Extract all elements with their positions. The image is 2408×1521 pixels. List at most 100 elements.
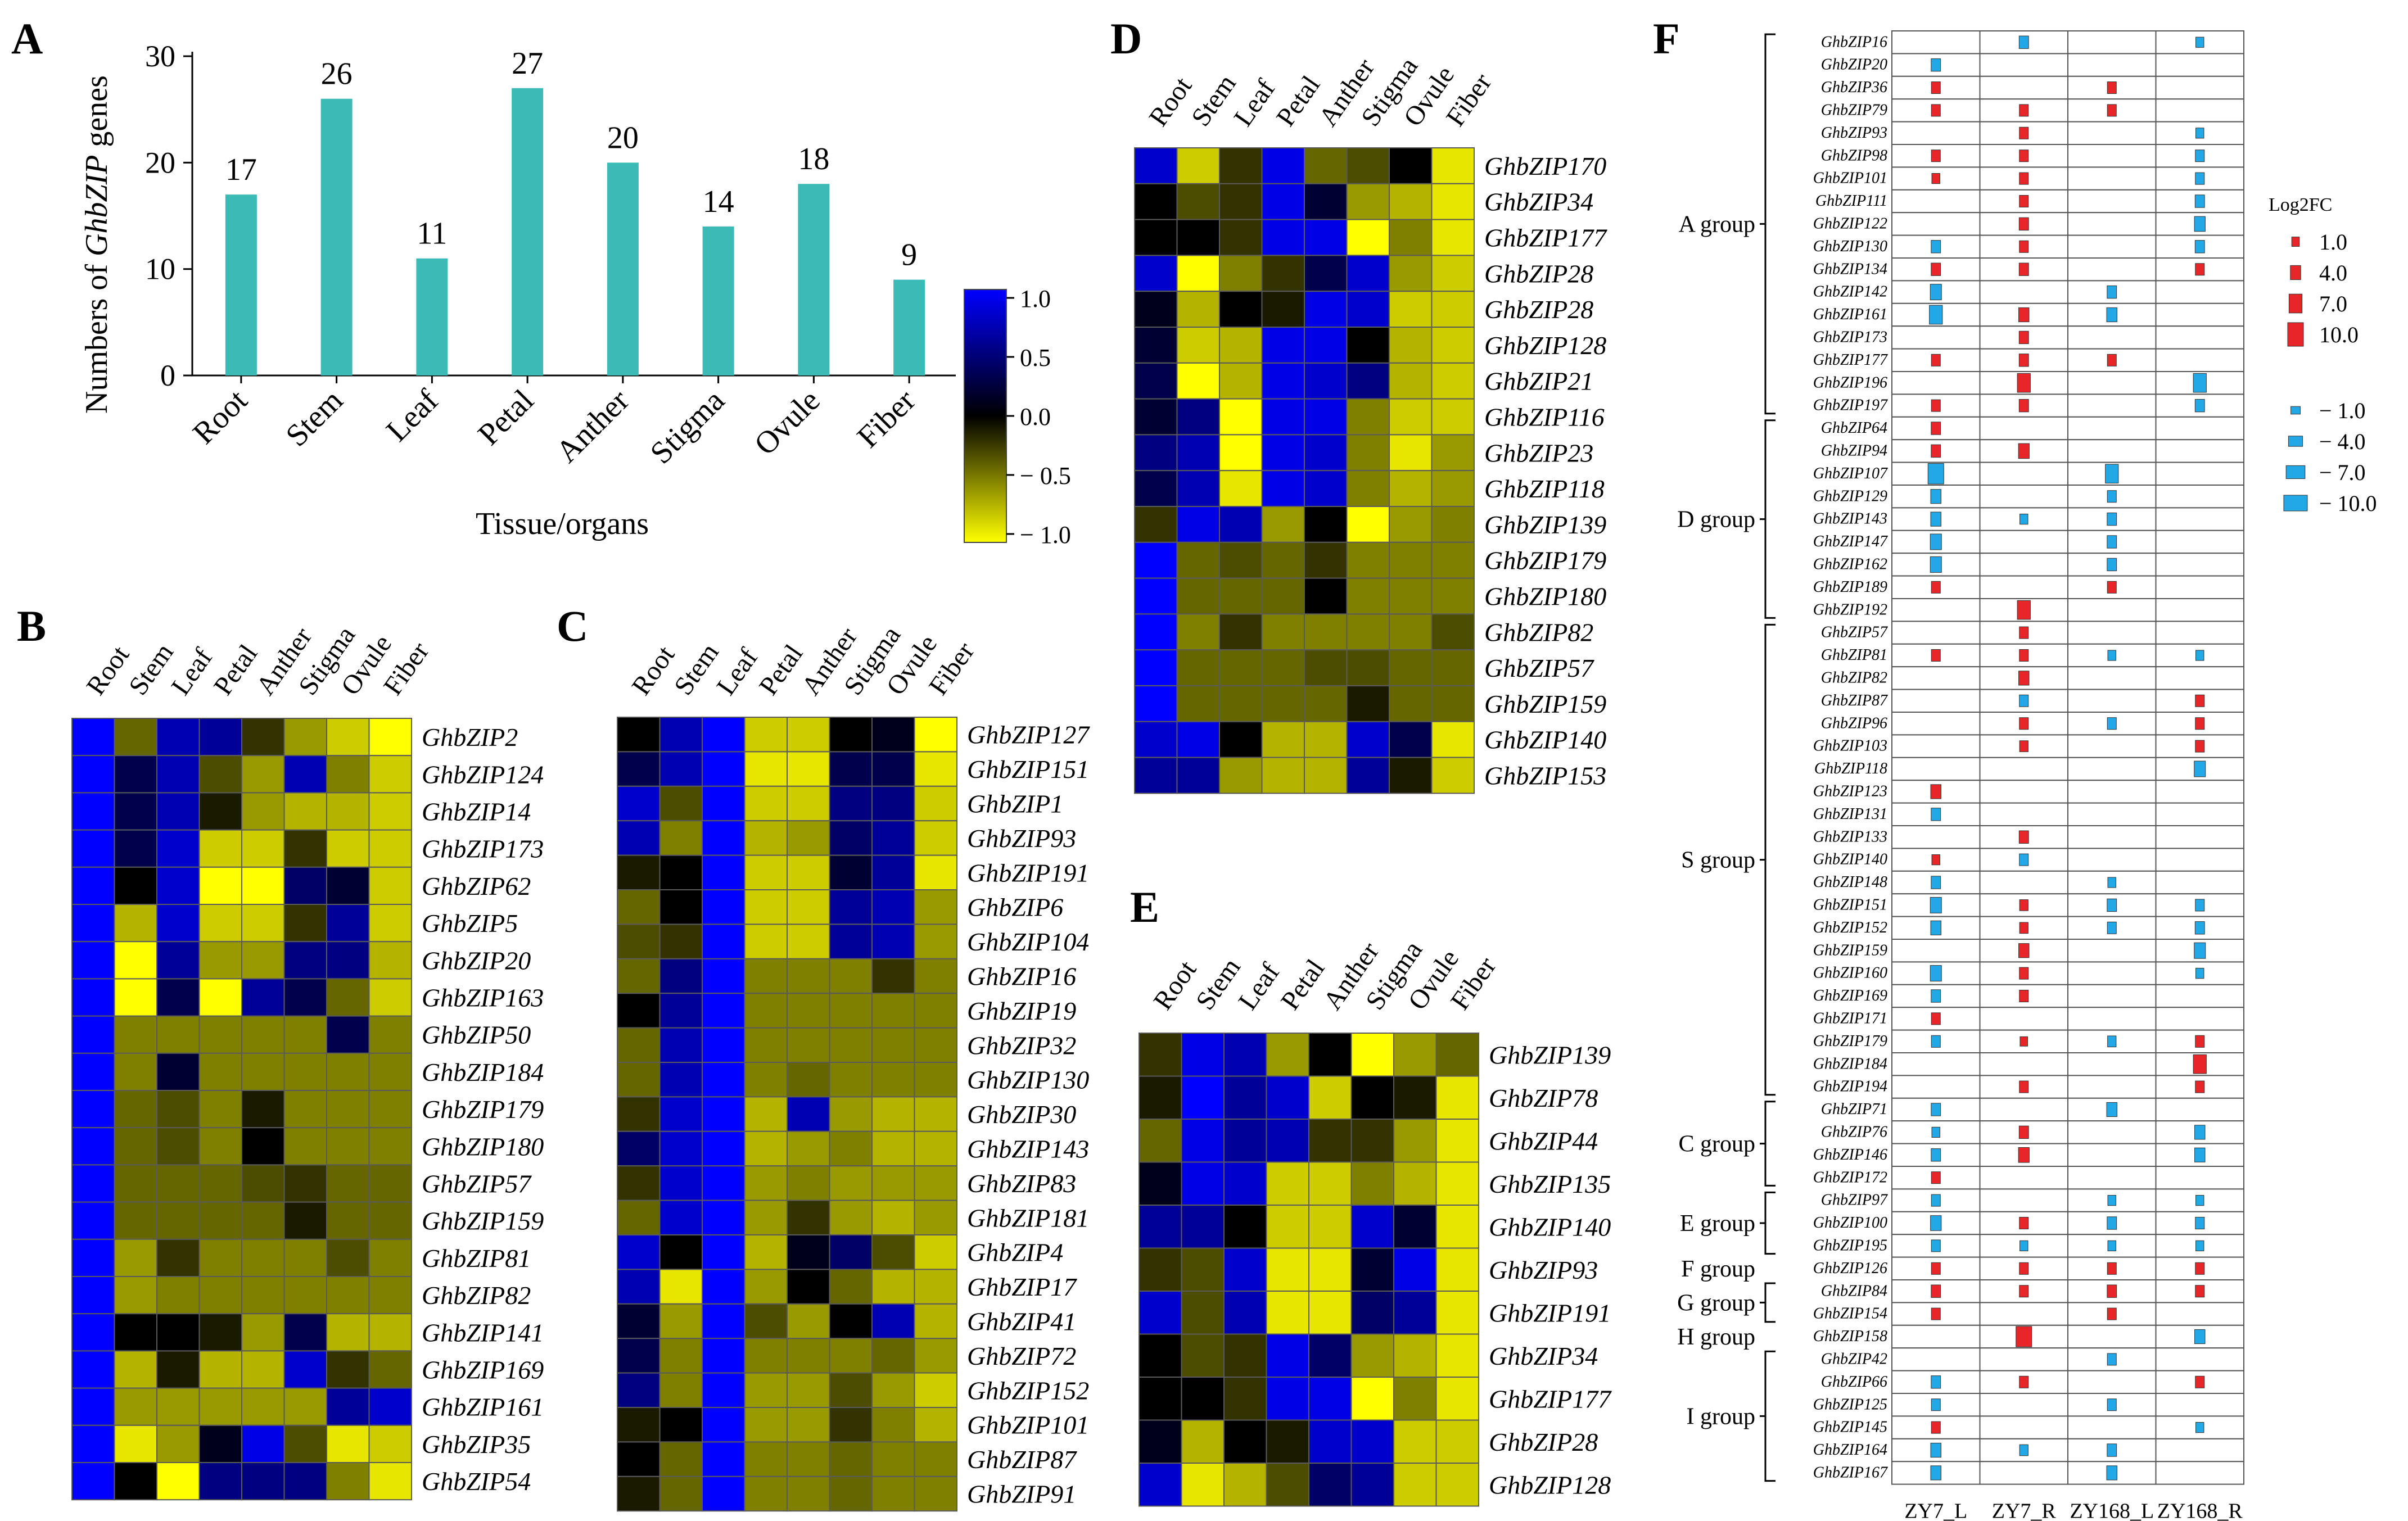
down-regulated-marker [1930, 920, 1941, 935]
deg-row-label: GhbZIP151 [1813, 896, 1887, 913]
group-bracket [1760, 1282, 1775, 1323]
deg-row-label: GhbZIP147 [1813, 533, 1888, 550]
down-regulated-marker [1931, 1194, 1941, 1207]
up-regulated-marker [2019, 990, 2029, 1002]
heatmap-c-cell [871, 924, 915, 959]
legend-up-marker [2288, 293, 2303, 314]
heatmap-d-cell [1176, 327, 1220, 364]
deg-grid-cell [2155, 98, 2244, 123]
heatmap-c-cell [702, 993, 746, 1029]
deg-grid-cell [1891, 1256, 1981, 1281]
heatmap-d-cell [1304, 147, 1348, 184]
heatmap-e-cell [1181, 1205, 1225, 1249]
down-regulated-marker [2106, 307, 2117, 323]
heatmap-b-cell [241, 1164, 285, 1203]
deg-row-label: GhbZIP103 [1813, 737, 1887, 755]
down-regulated-marker [2195, 899, 2205, 912]
heatmap-d-cell [1261, 541, 1305, 579]
heatmap-c-cell [702, 1407, 746, 1443]
heatmap-b-cell [156, 1313, 200, 1352]
deg-row-label: GhbZIP161 [1813, 306, 1887, 323]
heatmap-d-row-label: GhbZIP170 [1484, 152, 1606, 180]
bar-x-tick-label: Stem [279, 383, 350, 453]
heatmap-e-cell [1223, 1463, 1267, 1507]
group-label: H group [1677, 1324, 1755, 1350]
heatmap-c-cell [829, 1199, 873, 1236]
down-regulated-marker [2020, 1240, 2028, 1252]
down-regulated-marker [2107, 1216, 2117, 1230]
heatmap-b-cell [156, 755, 200, 794]
heatmap-d-row-label: GhbZIP23 [1484, 438, 1593, 467]
heatmap-d-cell [1134, 721, 1178, 758]
heatmap-b-cell [368, 1164, 412, 1203]
heatmap-c-cell [659, 1441, 703, 1477]
heatmap-c-cell [659, 924, 703, 959]
heatmap-e-cell [1435, 1119, 1479, 1163]
heatmap-b-cell [198, 1164, 242, 1203]
heatmap-b-cell [114, 866, 157, 906]
heatmap-d-cell [1134, 219, 1178, 256]
heatmap-e-cell [1223, 1377, 1267, 1421]
heatmap-e-cell [1139, 1463, 1182, 1507]
deg-grid-cell [2155, 621, 2244, 645]
heatmap-d-row-label: GhbZIP177 [1484, 224, 1607, 252]
heatmap-b-cell [326, 1052, 370, 1092]
heatmap-e-cell [1350, 1291, 1394, 1335]
heatmap-c-cell [744, 924, 788, 959]
heatmap-e-cell [1181, 1075, 1225, 1120]
down-regulated-marker [2194, 1329, 2206, 1345]
down-regulated-marker [2195, 1240, 2204, 1252]
heatmap-b-cell [156, 866, 200, 906]
down-regulated-marker [1927, 463, 1944, 485]
heatmap-b-cell [241, 1201, 285, 1240]
up-regulated-marker [2107, 1284, 2117, 1298]
heatmap-c-cell [871, 1338, 915, 1374]
down-regulated-marker [2107, 512, 2117, 526]
heatmap-d-row-label: GhbZIP140 [1484, 726, 1606, 754]
deg-row-label: GhbZIP118 [1814, 760, 1887, 777]
deg-row-label: GhbZIP94 [1821, 442, 1887, 459]
down-regulated-marker [2195, 128, 2204, 139]
deg-grid-cell [2067, 734, 2157, 758]
heatmap-d-row-label: GhbZIP34 [1484, 188, 1593, 216]
bar-root [225, 194, 257, 375]
heatmap-b-cell [241, 866, 285, 906]
heatmap-e-cell [1308, 1247, 1352, 1292]
heatmap-e-cell [1350, 1377, 1394, 1421]
heatmap-c-cell [914, 1096, 957, 1132]
heatmap-c-cell [659, 1234, 703, 1270]
up-regulated-marker [2018, 217, 2029, 231]
heatmap-d-cell [1304, 649, 1348, 686]
heatmap-b-cell [198, 1090, 242, 1129]
panel-letter-f: F [1653, 14, 1680, 63]
heatmap-b-cell [368, 1387, 412, 1426]
heatmap-d-cell [1261, 183, 1305, 220]
heatmap-c-cell [914, 1062, 957, 1098]
heatmap-d-column-label: Petal [1271, 70, 1326, 132]
bar-x-tick-label: Fiber [851, 383, 923, 455]
down-regulated-marker [2107, 1035, 2117, 1048]
heatmap-d-cell [1261, 362, 1305, 400]
heatmap-b-cell [114, 1127, 157, 1166]
heatmap-d-cell [1176, 649, 1220, 686]
deg-grid-cell [1891, 371, 1981, 395]
down-regulated-marker [1931, 1148, 1941, 1162]
up-regulated-marker [1930, 784, 1941, 799]
heatmap-b-cell [283, 1201, 327, 1240]
down-regulated-marker [2194, 1125, 2206, 1140]
heatmap-d-cell [1176, 577, 1220, 615]
deg-grid-cell [2067, 757, 2157, 781]
heatmap-d-cell [1261, 219, 1305, 256]
heatmap-e-cell [1181, 1377, 1225, 1421]
heatmap-c-cell [659, 820, 703, 856]
heatmap-c-cell [744, 1475, 788, 1512]
heatmap-d-cell [1219, 721, 1263, 758]
deg-grid-cell [2067, 53, 2157, 77]
heatmap-b-cell [156, 1052, 200, 1092]
heatmap-c-column-label: Petal [753, 639, 808, 700]
bar-stem [320, 98, 353, 375]
heatmap-b-cell [283, 1127, 327, 1166]
heatmap-d-cell [1389, 219, 1433, 256]
heatmap-b-cell [71, 1052, 115, 1092]
deg-row-label: GhbZIP164 [1813, 1441, 1887, 1459]
